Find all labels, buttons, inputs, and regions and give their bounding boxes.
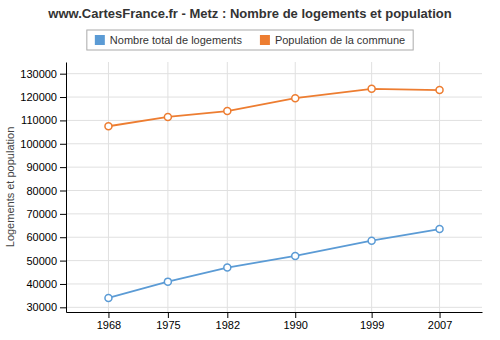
legend-frame	[87, 30, 413, 50]
legend-swatch	[260, 35, 270, 45]
legend-label: Nombre total de logements	[110, 34, 243, 46]
series	[105, 85, 443, 129]
legend-swatch	[95, 35, 105, 45]
tick-mark	[227, 312, 228, 318]
tick: 120000	[20, 91, 66, 103]
y-axis-title: Logements et population	[4, 127, 16, 247]
legend: Nombre total de logements Population de l…	[87, 30, 413, 50]
series-line	[108, 89, 439, 126]
tick-label: 90000	[26, 161, 57, 173]
tick-label: 1982	[216, 319, 240, 331]
series	[105, 226, 443, 302]
tick: 1968	[97, 312, 121, 331]
legend-label: Population de la commune	[275, 34, 405, 46]
tick-label: 1975	[156, 319, 180, 331]
tick-label: 70000	[26, 208, 57, 220]
grid-line	[66, 120, 482, 121]
point	[105, 294, 112, 301]
point	[164, 113, 171, 120]
axis-line	[67, 312, 483, 313]
point	[292, 252, 299, 259]
tick-mark	[60, 261, 66, 262]
point	[224, 108, 231, 115]
grid-line	[66, 73, 482, 74]
tick-label: 30000	[26, 301, 57, 313]
point	[368, 85, 375, 92]
tick: 100000	[20, 138, 66, 150]
grid-line	[227, 62, 228, 312]
point	[105, 123, 112, 130]
grid-line	[439, 62, 440, 312]
tick: 1975	[156, 312, 180, 331]
tick-mark	[60, 120, 66, 121]
tick: 110000	[21, 114, 66, 126]
tick-label: 60000	[26, 231, 57, 243]
point	[436, 226, 443, 233]
tick-label: 1999	[360, 319, 384, 331]
tick: 40000	[26, 278, 66, 290]
tick-mark	[60, 214, 66, 215]
tick-label: 110000	[21, 114, 57, 126]
grid-line	[66, 143, 482, 144]
tick-mark	[60, 284, 66, 285]
y-axis: 30000 40000 50000 60000 70000 80000 90000 10000…	[20, 63, 66, 314]
tick-label: 2007	[428, 319, 452, 331]
tick-mark	[60, 167, 66, 168]
grid-line	[167, 62, 168, 312]
tick-label: 1990	[283, 319, 307, 331]
grid-line	[66, 190, 482, 191]
legend-item: Population de la commune	[260, 34, 405, 46]
title: www.CartesFrance.fr - Metz : Nombre de l…	[47, 6, 451, 21]
grid	[66, 62, 482, 312]
tick: 1999	[360, 312, 384, 331]
plot-area	[105, 85, 443, 301]
tick: 30000	[26, 301, 66, 313]
tick-mark	[108, 312, 109, 318]
axis-line	[66, 63, 67, 313]
tick: 2007	[428, 312, 452, 331]
tick-mark	[60, 191, 66, 192]
tick-label: 1968	[97, 319, 121, 331]
tick-label: 120000	[20, 91, 57, 103]
tick: 80000	[26, 185, 66, 197]
point	[164, 278, 171, 285]
grid-line	[66, 307, 482, 308]
grid-line	[66, 237, 482, 238]
tick-mark	[60, 237, 66, 238]
tick-label: 50000	[26, 255, 57, 267]
tick-mark	[60, 97, 66, 98]
tick: 1990	[283, 312, 307, 331]
point	[368, 237, 375, 244]
tick: 50000	[26, 255, 66, 267]
tick-mark	[60, 144, 66, 145]
tick: 70000	[26, 208, 66, 220]
grid-line	[371, 62, 372, 312]
point	[292, 95, 299, 102]
tick: 60000	[26, 231, 66, 243]
tick-label: 130000	[20, 68, 57, 80]
series-line	[108, 229, 439, 298]
point	[224, 264, 231, 271]
tick-mark	[295, 312, 296, 318]
chart: 1968 1975 1982 1990 1999 2007 30000 40000 50000 6…	[0, 0, 500, 340]
tick: 90000	[26, 161, 66, 173]
tick-mark	[372, 312, 373, 318]
tick-mark	[168, 312, 169, 318]
grid-line	[66, 283, 482, 284]
tick-label: 80000	[26, 185, 57, 197]
tick-mark	[60, 307, 66, 308]
tick-label: 100000	[20, 138, 57, 150]
point	[436, 87, 443, 94]
tick-label: 40000	[26, 278, 57, 290]
grid-line	[66, 167, 482, 168]
x-axis: 1968 1975 1982 1990 1999 2007	[67, 312, 483, 331]
tick: 1982	[216, 312, 240, 331]
grid-line	[108, 62, 109, 312]
tick: 130000	[20, 68, 66, 80]
tick-mark	[440, 312, 441, 318]
grid-line	[66, 97, 482, 98]
legend-item: Nombre total de logements	[95, 34, 243, 46]
tick-mark	[60, 74, 66, 75]
grid-line	[66, 213, 482, 214]
